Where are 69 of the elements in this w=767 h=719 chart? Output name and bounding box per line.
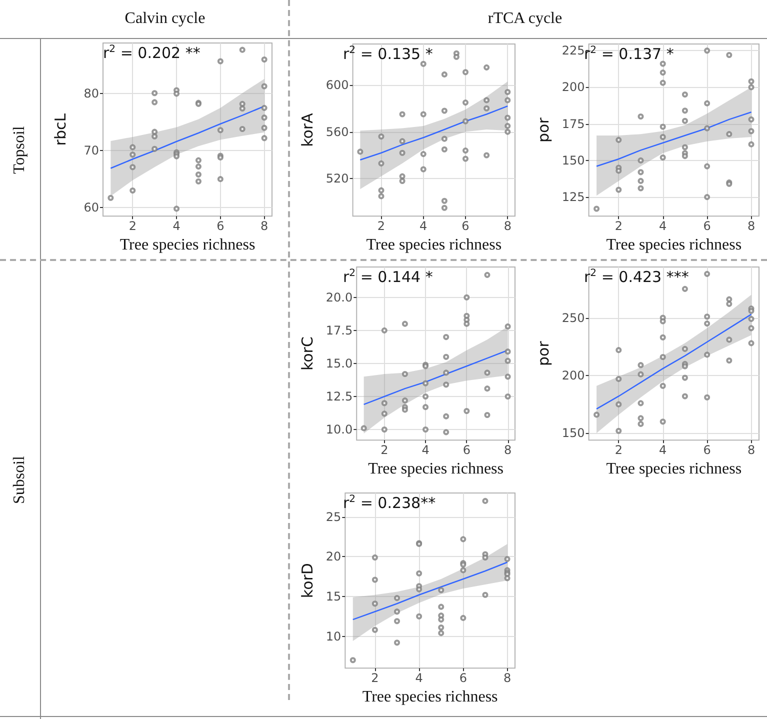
y-tick-label: 200 <box>562 368 585 382</box>
y-tick-label: 20 <box>326 550 342 564</box>
x-axis-title: Tree species richness <box>606 236 742 254</box>
x-tick-label: 2 <box>128 219 136 234</box>
text: rTCA cycle <box>488 10 562 28</box>
x-tick-label: 4 <box>659 443 667 458</box>
text: Calvin cycle <box>124 10 206 28</box>
x-tick-label: 4 <box>659 219 667 234</box>
y-tick-label: 80 <box>84 86 99 101</box>
y-tick-label: 125 <box>562 190 585 204</box>
annotation: r$^{2}$ = 0.135 * <box>343 45 433 63</box>
y-tick-label: 17.5 <box>326 323 353 338</box>
y-tick-label: 175 <box>562 116 585 131</box>
x-tick-label: 6 <box>459 671 467 686</box>
annotation: r$^{2}$ = 0.238** <box>343 494 436 512</box>
annotation: r$^{2}$ = 0.423 *** <box>584 268 689 286</box>
x-tick-label: 2 <box>377 219 386 234</box>
y-tick-label: 20.0 <box>326 290 353 304</box>
x-tick-label: 8 <box>260 219 268 234</box>
text: Topsoil <box>11 126 29 174</box>
y-tick-label: 225 <box>562 44 585 58</box>
y-tick-label: 520 <box>326 172 349 186</box>
y-axis-title: korC <box>298 336 316 371</box>
y-axis-title: rbcL <box>52 112 70 146</box>
y-tick-label: 150 <box>562 153 585 168</box>
x-tick-label: 2 <box>371 671 379 686</box>
x-tick-label: 6 <box>462 219 470 234</box>
y-axis-title: korD <box>298 563 316 598</box>
x-axis-title: Tree species richness <box>368 460 504 478</box>
x-tick-label: 4 <box>415 671 423 686</box>
y-tick-label: 200 <box>562 80 585 94</box>
x-axis-title: Tree species richness <box>606 460 742 478</box>
x-tick-label: 8 <box>747 219 756 234</box>
y-tick-label: 60 <box>84 200 99 215</box>
x-axis-title: Tree species richness <box>120 236 256 254</box>
x-tick-label: 8 <box>747 443 756 458</box>
x-axis-title: Tree species richness <box>362 688 498 706</box>
x-tick-label: 2 <box>380 443 388 458</box>
annotation: r$^{2}$ = 0.202 ** <box>103 44 200 62</box>
annotation: r$^{2}$ = 0.137 * <box>584 45 674 63</box>
x-tick-label: 2 <box>614 443 622 458</box>
y-tick-label: 70 <box>84 144 99 158</box>
y-tick-label: 250 <box>562 310 585 325</box>
text: Subsoil <box>11 456 29 504</box>
y-tick-label: 10.0 <box>326 422 353 437</box>
y-tick-label: 560 <box>326 124 349 139</box>
x-tick-label: 2 <box>614 219 622 234</box>
x-tick-label: 8 <box>504 219 512 234</box>
y-axis-title: korA <box>298 112 316 147</box>
y-tick-label: 150 <box>562 426 585 440</box>
x-tick-label: 4 <box>172 219 180 234</box>
y-tick-label: 25 <box>326 510 342 524</box>
x-axis-title: Tree species richness <box>366 236 502 254</box>
x-tick-label: 6 <box>462 443 470 458</box>
x-tick-label: 8 <box>504 443 512 458</box>
y-tick-label: 600 <box>326 78 349 92</box>
y-tick-label: 12.5 <box>326 389 353 404</box>
y-tick-label: 10 <box>326 629 342 644</box>
x-tick-label: 6 <box>703 219 711 234</box>
annotation: r$^{2}$ = 0.144 * <box>343 268 433 286</box>
y-tick-label: 15.0 <box>326 356 353 370</box>
x-tick-label: 6 <box>216 219 224 234</box>
y-axis-title: por <box>534 340 552 366</box>
y-axis-title: por <box>534 116 552 142</box>
x-tick-label: 4 <box>422 443 430 458</box>
x-tick-label: 6 <box>703 443 711 458</box>
y-tick-label: 15 <box>326 589 342 604</box>
x-tick-label: 8 <box>503 671 512 686</box>
x-tick-label: 4 <box>420 219 428 234</box>
